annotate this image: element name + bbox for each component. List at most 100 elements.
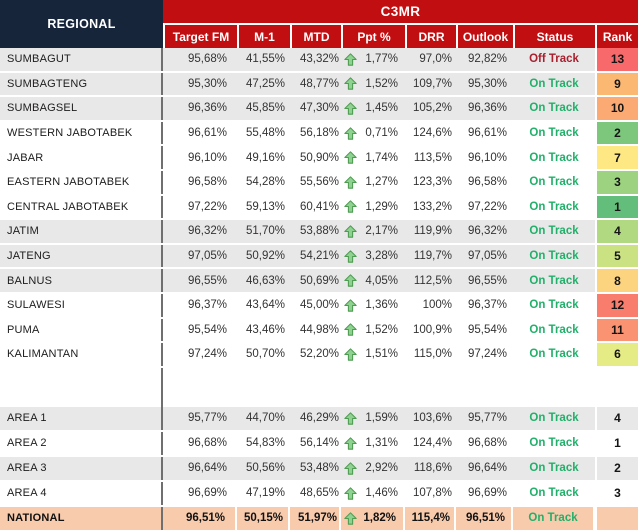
outlook-value: 95,30% <box>467 77 507 90</box>
trend-up-icon <box>344 53 357 66</box>
rank-value: 13 <box>597 48 638 71</box>
rank-cell: 9 <box>595 72 638 96</box>
mtd-value: 52,20% <box>299 348 339 361</box>
region-name: SULAWESI <box>0 293 163 317</box>
status-badge: On Track <box>529 151 579 164</box>
target-fm-value: 97,22% <box>187 200 227 213</box>
status-badge: On Track <box>529 299 579 312</box>
trend-up-icon <box>344 462 357 475</box>
table-row: SUMBAGTENG 95,30% 47,25% 48,77% 1,52% 109,7% 9… <box>0 72 638 98</box>
status-badge: On Track <box>529 412 579 425</box>
status-badge: On Track <box>529 200 579 213</box>
ppt-value: 1,45% <box>365 102 398 115</box>
drr-value: 107,8% <box>412 487 452 500</box>
trend-indicator <box>344 77 357 91</box>
rank-value: 11 <box>597 318 638 342</box>
mtd-value: 43,32% <box>299 53 339 66</box>
target-fm-value: 97,05% <box>187 250 227 263</box>
rank-cell: 1 <box>595 195 638 219</box>
column-header-status: Status <box>513 25 595 48</box>
region-name: AREA 1 <box>0 406 163 430</box>
ppt-value: 1,29% <box>365 200 398 213</box>
drr-value: 119,9% <box>413 225 452 238</box>
ppt-value: 1,51% <box>365 348 398 361</box>
ppt-value: 1,52% <box>365 77 398 90</box>
table-row: BALNUS 96,55% 46,63% 50,69% 4,05% 112,5% 96,55… <box>0 269 638 294</box>
trend-up-icon <box>344 412 357 425</box>
rank-value: 1 <box>597 195 638 219</box>
region-name: SUMBAGTENG <box>0 72 163 96</box>
ppt-value: 1,27% <box>365 176 398 189</box>
trend-indicator <box>344 200 357 214</box>
mtd-value: 46,29% <box>299 412 339 425</box>
table-row: SUMBAGUT 95,68% 41,55% 43,32% 1,77% 97,0% 92,8… <box>0 48 638 73</box>
mtd-value: 53,88% <box>299 225 339 238</box>
rank-cell: 3 <box>595 481 638 505</box>
drr-value: 133,2% <box>412 200 452 213</box>
trend-up-icon <box>344 151 357 164</box>
regional-header-cell: REGIONAL <box>0 0 163 48</box>
region-name: NATIONAL <box>0 506 163 530</box>
status-badge: On Track <box>529 487 579 500</box>
region-name: AREA 2 <box>0 431 163 455</box>
ppt-value: 4,05% <box>365 274 398 287</box>
rank-cell: 5 <box>595 244 638 268</box>
trend-up-icon <box>344 200 357 214</box>
target-fm-value: 96,58% <box>187 176 227 189</box>
table-body: SUMBAGUT 95,68% 41,55% 43,32% 1,77% 97,0% 92,8… <box>0 48 638 530</box>
status-badge: On Track <box>529 348 579 361</box>
rank-value: 2 <box>614 461 621 476</box>
table-row: AREA 4 96,69% 47,19% 48,65% 1,46% 107,8% 96,69… <box>0 481 638 507</box>
rank-cell: 10 <box>595 97 638 120</box>
trend-up-icon <box>344 102 357 115</box>
region-name: KALIMANTAN <box>0 343 163 366</box>
ppt-value: 3,28% <box>365 250 398 263</box>
status-badge: On Track <box>529 437 579 450</box>
ppt-cell: 1,51% <box>341 343 405 366</box>
target-fm-value: 96,68% <box>187 437 227 450</box>
trend-up-icon <box>344 249 357 263</box>
trend-indicator <box>344 437 357 450</box>
drr-value: 118,6% <box>413 462 452 475</box>
table-header: REGIONAL C3MR Target FM M-1 MTD Ppt % DR… <box>0 0 638 48</box>
rank-value: 9 <box>597 72 638 96</box>
ppt-value: 1,46% <box>365 487 398 500</box>
rank-value <box>597 507 638 530</box>
ppt-cell: 0,71% <box>341 122 405 145</box>
spacer-left <box>0 367 163 407</box>
mtd-value: 55,56% <box>299 176 339 189</box>
region-name: JATIM <box>0 220 163 243</box>
m1-value: 47,25% <box>245 77 285 90</box>
region-name: BALNUS <box>0 269 163 292</box>
drr-value: 123,3% <box>412 176 452 189</box>
region-name: WESTERN JABOTABEK <box>0 121 163 145</box>
ppt-value: 2,17% <box>365 225 398 238</box>
column-header-target-fm: Target FM <box>163 25 237 48</box>
drr-value: 100,9% <box>412 323 452 336</box>
table-row: SULAWESI 96,37% 43,64% 45,00% 1,36% 100% 96,37… <box>0 293 638 319</box>
trend-indicator <box>344 176 357 189</box>
ppt-cell: 2,17% <box>341 220 405 243</box>
target-fm-value: 97,24% <box>187 348 227 361</box>
rank-cell: 2 <box>595 121 638 145</box>
trend-up-icon <box>344 512 357 525</box>
rank-cell: 13 <box>595 48 638 71</box>
column-header-drr: DRR <box>405 25 456 48</box>
region-name: CENTRAL JABOTABEK <box>0 195 163 219</box>
column-header-outlook: Outlook <box>456 25 513 48</box>
ppt-cell: 1,77% <box>341 48 405 71</box>
outlook-value: 95,54% <box>467 323 507 336</box>
outlook-value: 97,24% <box>467 348 507 361</box>
rank-value: 7 <box>597 146 638 169</box>
ppt-cell: 1,82% <box>341 506 405 530</box>
outlook-value: 92,82% <box>467 53 507 66</box>
rank-cell: 6 <box>595 343 638 366</box>
outlook-value: 96,55% <box>467 274 507 287</box>
national-row: NATIONAL 96,51% 50,15% 51,97% 1,82% 115,4% 96,… <box>0 506 638 530</box>
status-badge: On Track <box>529 462 579 475</box>
region-name: SUMBAGSEL <box>0 97 163 120</box>
status-badge: On Track <box>529 176 579 189</box>
mtd-value: 48,65% <box>299 487 339 500</box>
ppt-cell: 1,52% <box>341 319 405 342</box>
table-row: JABAR 96,10% 49,16% 50,90% 1,74% 113,5% 96,10%… <box>0 146 638 171</box>
